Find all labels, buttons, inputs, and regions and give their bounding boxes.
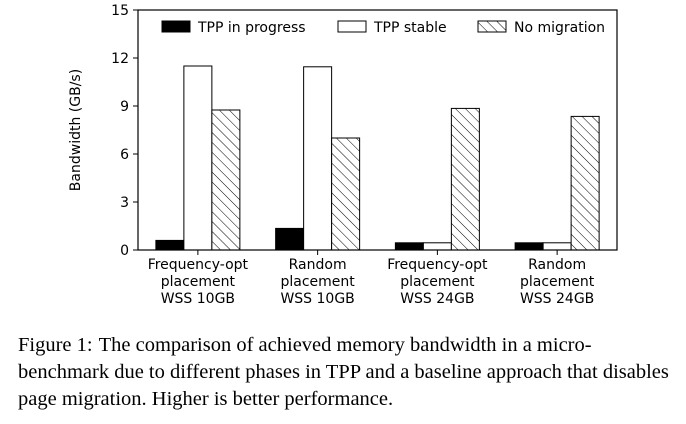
x-tick-label-line: placement [280, 274, 355, 290]
y-tick-label: 0 [120, 243, 129, 259]
y-tick-label: 6 [120, 147, 129, 163]
legend-label-tpp-in-progress: TPP in progress [197, 20, 306, 36]
bar-tpp-in-progress-1 [155, 239, 185, 251]
legend-swatch-tpp-in-progress [161, 20, 191, 33]
x-tick-label: Frequency-opt placement WSS 24GB [387, 257, 488, 307]
figure-caption: Figure 1: The comparison of achieved memo… [18, 332, 678, 413]
bar-tpp-stable-3 [422, 242, 452, 251]
bar-tpp-stable-4 [542, 242, 572, 251]
x-tick-label-line: Random [528, 257, 586, 273]
bar-tpp-in-progress-2 [275, 227, 305, 251]
legend-label-tpp-stable: TPP stable [373, 20, 447, 36]
y-axis-label: Bandwidth (GB/s) [68, 69, 84, 191]
bar-tpp-in-progress-3 [394, 242, 424, 251]
legend-swatch-no-migration [477, 20, 507, 33]
bar-no-migration-3 [450, 107, 480, 251]
x-tick-label-line: WSS 10GB [161, 291, 235, 307]
x-tick-label-line: placement [400, 274, 475, 290]
x-tick-label-line: placement [520, 274, 595, 290]
caption-text: The comparison of achieved memory bandwi… [18, 334, 669, 410]
plot-frame [137, 9, 618, 251]
x-tick-label-line: Frequency-opt [148, 257, 249, 273]
x-tick-label: Frequency-opt placement WSS 10GB [148, 257, 249, 307]
y-tick-label: 9 [120, 99, 129, 115]
bar-no-migration-2 [331, 137, 361, 251]
bar-tpp-stable-2 [303, 66, 333, 251]
x-tick-label: Random placement WSS 10GB [280, 257, 355, 307]
x-tick-label-line: placement [161, 274, 236, 290]
x-tick-label-line: WSS 24GB [400, 291, 474, 307]
bar-no-migration-4 [570, 115, 600, 251]
bar-tpp-in-progress-4 [514, 242, 544, 251]
legend-label-no-migration: No migration [514, 20, 605, 36]
bar-no-migration-1 [211, 109, 241, 251]
y-tick-label: 15 [111, 3, 129, 19]
x-tick-label-line: Random [289, 257, 347, 273]
legend: TPP in progress TPP stable No migration [161, 20, 605, 36]
legend-swatch-tpp-stable [337, 20, 367, 33]
x-tick-label-line: WSS 10GB [280, 291, 354, 307]
x-tick-label: Random placement WSS 24GB [520, 257, 595, 307]
x-tick-label-line: WSS 24GB [520, 291, 594, 307]
y-tick-label: 12 [111, 51, 129, 67]
bar-tpp-stable-1 [183, 65, 213, 251]
y-tick-label: 3 [120, 195, 129, 211]
figure-label: Figure 1: [18, 334, 93, 356]
x-tick-label-line: Frequency-opt [387, 257, 488, 273]
